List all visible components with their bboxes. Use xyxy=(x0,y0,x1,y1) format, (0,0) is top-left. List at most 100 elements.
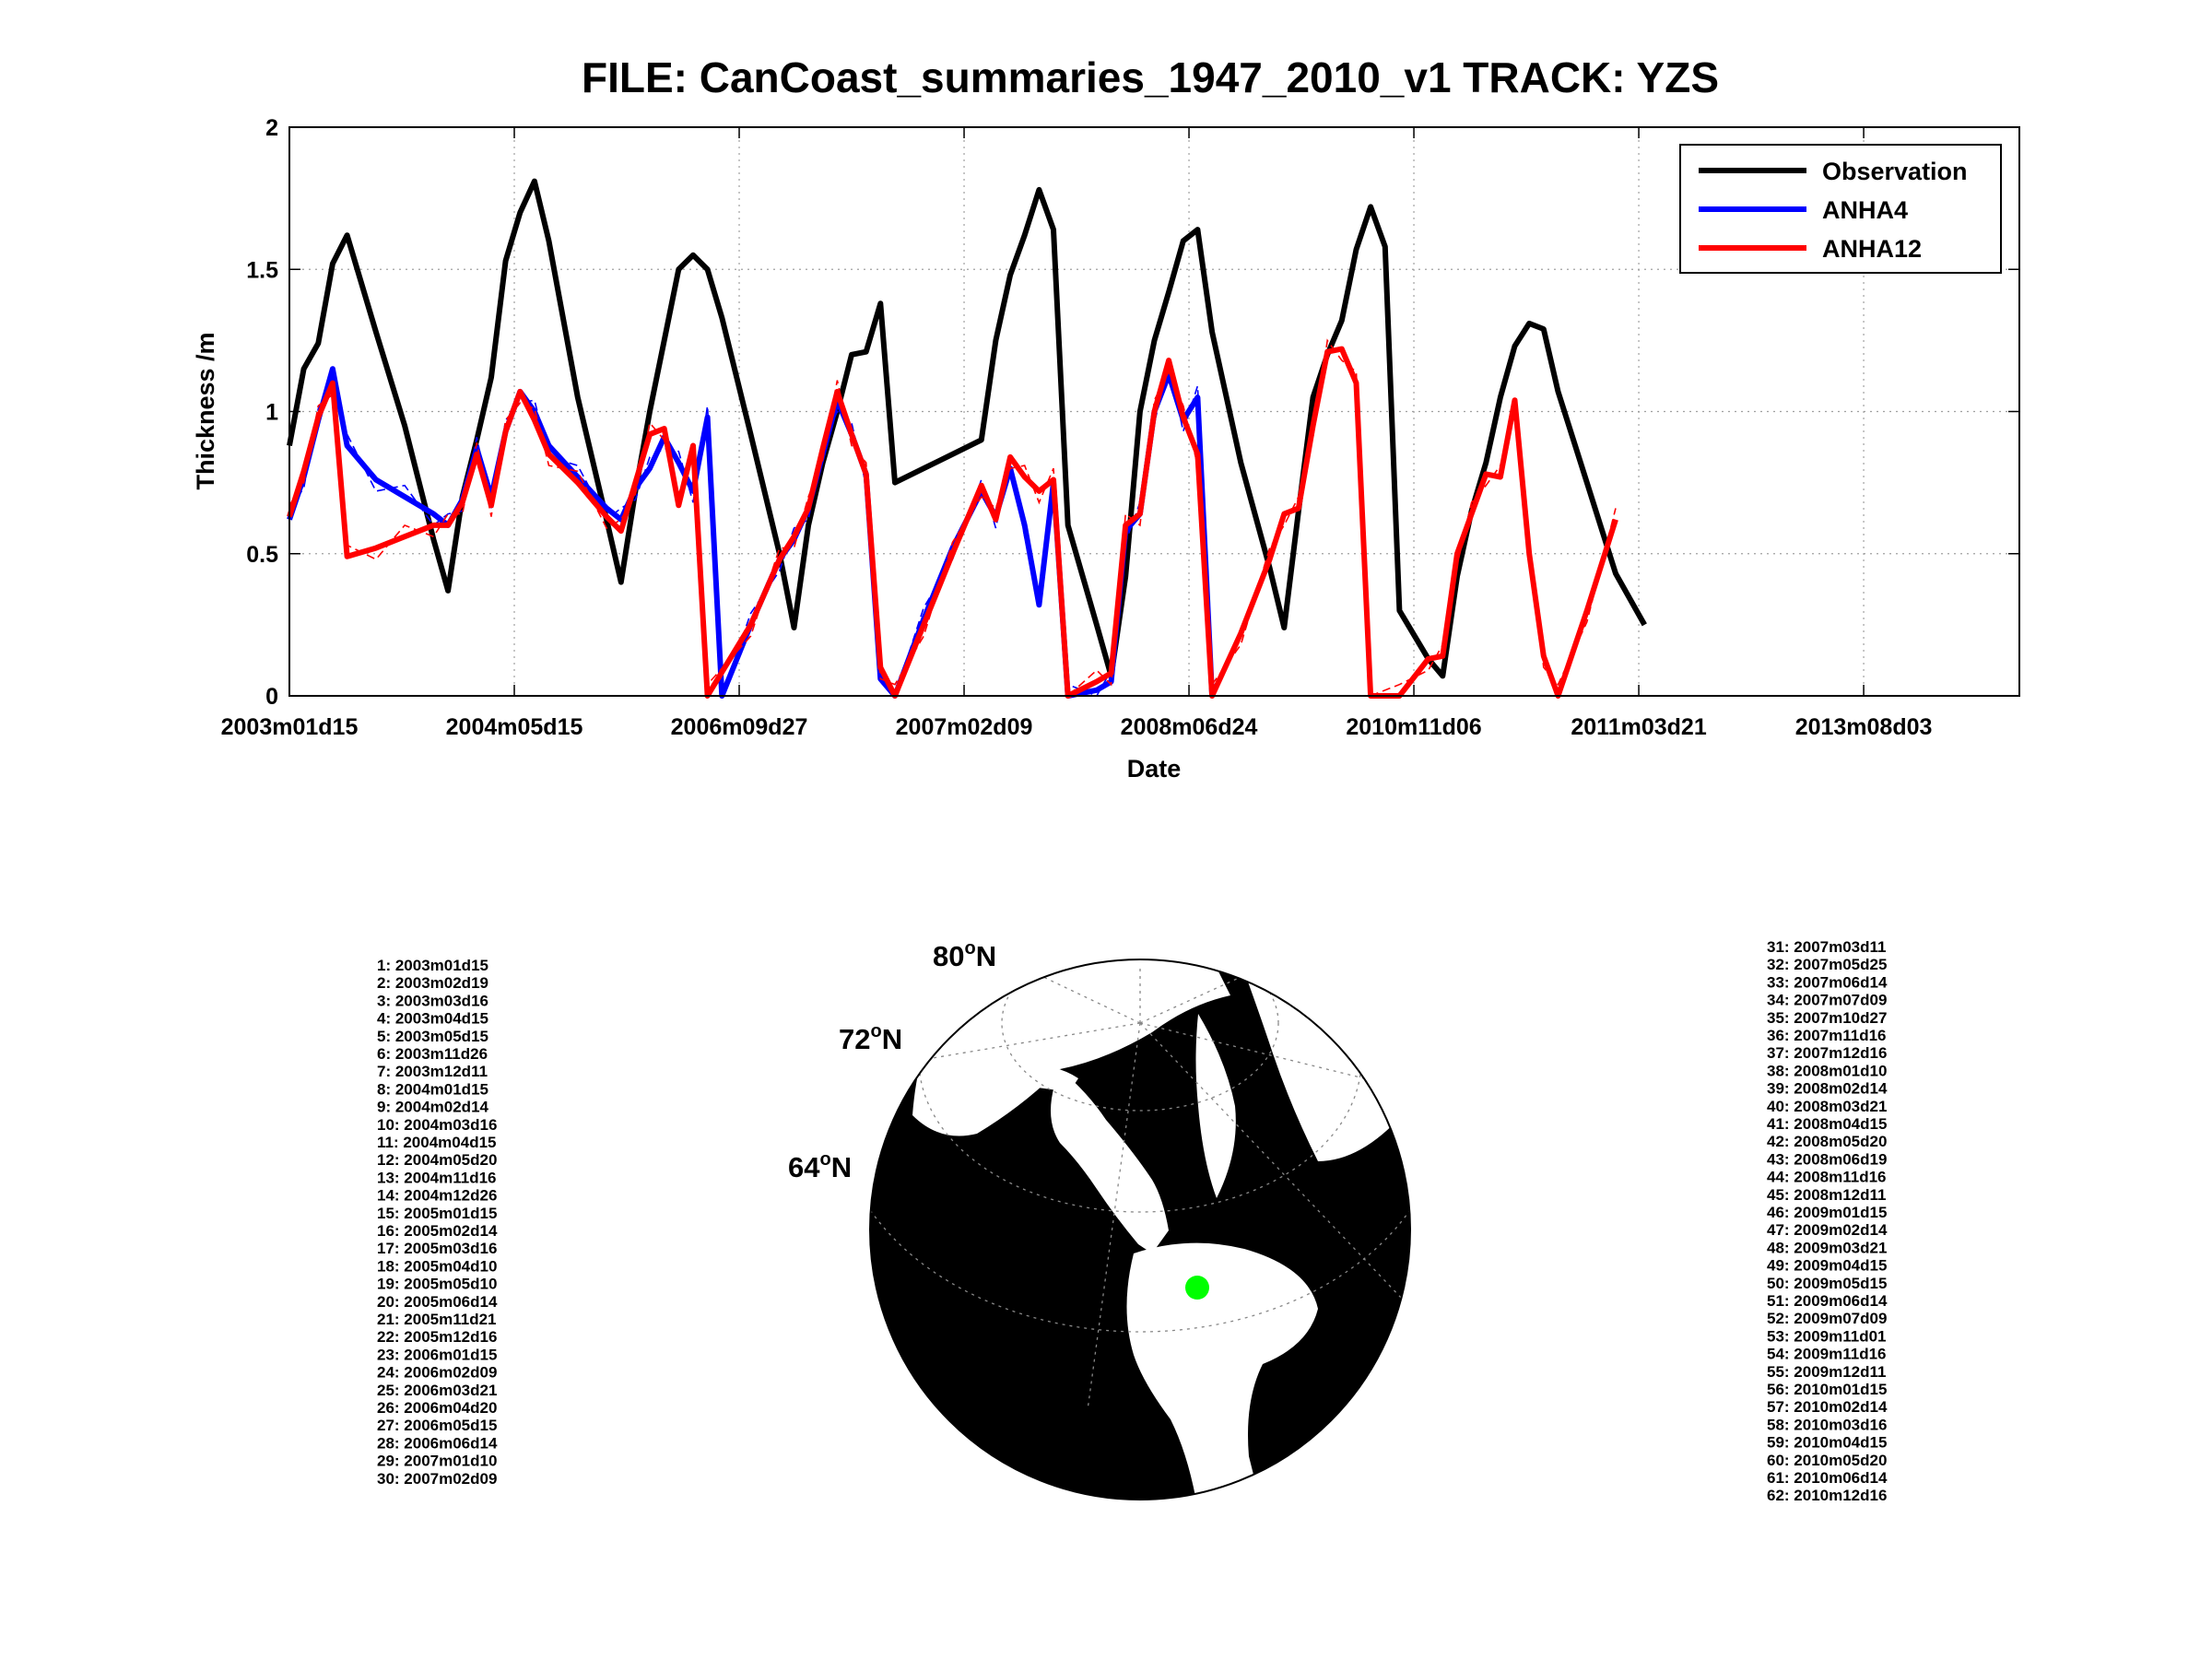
series-line-observation xyxy=(287,178,1647,679)
legend-label: ANHA4 xyxy=(1822,196,1908,224)
date-list-item: 55: 2009m12d11 xyxy=(1767,1363,1887,1381)
meridian-line xyxy=(1139,1022,1410,1337)
strait-detail xyxy=(1014,1065,1078,1092)
date-list-item: 1: 2003m01d15 xyxy=(377,957,488,974)
date-list-item: 35: 2007m10d27 xyxy=(1767,1009,1887,1027)
date-list-item: 4: 2003m04d15 xyxy=(377,1010,488,1028)
y-tick-label: 0.5 xyxy=(246,542,278,568)
date-list-item: 34: 2007m07d09 xyxy=(1767,992,1887,1009)
x-tick-label: 2008m06d24 xyxy=(1121,714,1258,740)
y-tick-label: 0 xyxy=(265,684,278,710)
date-list-item: 48: 2009m03d21 xyxy=(1767,1239,1887,1256)
date-list-item: 37: 2007m12d16 xyxy=(1767,1044,1887,1062)
latitude-labels: 80oN 72oN 64oN xyxy=(788,938,996,1183)
date-list-item: 57: 2010m02d14 xyxy=(1767,1398,1888,1416)
date-list-item: 40: 2008m03d21 xyxy=(1767,1098,1887,1115)
date-list-item: 52: 2009m07d09 xyxy=(1767,1310,1887,1327)
date-list-item: 36: 2007m11d16 xyxy=(1767,1027,1887,1044)
meridian-line xyxy=(921,1022,1141,1061)
date-list-item: 43: 2008m06d19 xyxy=(1767,1150,1887,1168)
date-list-item: 33: 2007m06d14 xyxy=(1767,973,1888,991)
x-tick-label: 2003m01d15 xyxy=(221,714,359,740)
y-tick-label: 2 xyxy=(265,115,278,141)
date-list-item: 44: 2008m11d16 xyxy=(1767,1169,1887,1186)
date-list-item: 60: 2010m05d20 xyxy=(1767,1452,1887,1469)
x-tick-label: 2007m02d09 xyxy=(896,714,1033,740)
legend-label: ANHA12 xyxy=(1822,235,1922,263)
thickness-chart: 2003m01d15 2004m05d15 2006m09d27 2007m02d09… xyxy=(192,115,2020,782)
date-list-item: 5: 2003m05d15 xyxy=(377,1028,488,1045)
x-tick-label: 2011m03d21 xyxy=(1571,714,1706,740)
date-list-item: 51: 2009m06d14 xyxy=(1767,1292,1888,1310)
x-axis-label: Date xyxy=(1127,755,1182,782)
date-list-item: 41: 2008m04d15 xyxy=(1767,1115,1887,1133)
station-marker xyxy=(1185,1276,1209,1300)
date-list-item: 2: 2003m02d19 xyxy=(377,974,488,992)
date-list-item: 22: 2005m12d16 xyxy=(377,1328,497,1346)
meridian-line xyxy=(1139,1022,1365,1079)
baffin-bay xyxy=(1195,1014,1236,1198)
date-list-item: 11: 2004m04d15 xyxy=(377,1134,497,1151)
date-list-item: 18: 2005m04d10 xyxy=(377,1257,497,1275)
date-list-item: 17: 2005m03d16 xyxy=(377,1240,497,1257)
axis-ticks: 2003m01d15 2004m05d15 2006m09d27 2007m02d09… xyxy=(221,115,2019,740)
date-list-item: 32: 2007m05d25 xyxy=(1767,956,1887,973)
date-list-item: 3: 2003m03d16 xyxy=(377,992,488,1009)
y-tick-label: 1 xyxy=(265,400,278,426)
date-list-item: 27: 2006m05d15 xyxy=(377,1417,497,1434)
date-list-item: 16: 2005m02d14 xyxy=(377,1222,498,1240)
chart-legend: Observation ANHA4 ANHA12 xyxy=(1679,144,2002,274)
date-list-item: 7: 2003m12d11 xyxy=(377,1063,488,1080)
date-list-item: 59: 2010m04d15 xyxy=(1767,1434,1887,1452)
date-list-item: 20: 2005m06d14 xyxy=(377,1293,498,1311)
date-list-item: 12: 2004m05d20 xyxy=(377,1151,497,1169)
x-tick-label: 2006m09d27 xyxy=(671,714,808,740)
date-list-item: 9: 2004m02d14 xyxy=(377,1099,489,1116)
date-list-item: 19: 2005m05d10 xyxy=(377,1276,497,1293)
date-list-item: 31: 2007m03d11 xyxy=(1767,938,1887,956)
date-list-item: 26: 2006m04d20 xyxy=(377,1399,497,1417)
date-list-item: 10: 2004m03d16 xyxy=(377,1116,497,1134)
date-list-item: 25: 2006m03d21 xyxy=(377,1382,497,1399)
x-tick-label: 2013m08d03 xyxy=(1795,714,1933,740)
y-axis-label: Thickness /m xyxy=(192,332,219,489)
latitude-label: 80oN xyxy=(933,938,996,972)
date-list-item: 23: 2006m01d15 xyxy=(377,1346,497,1363)
date-list-item: 29: 2007m01d10 xyxy=(377,1453,497,1470)
date-list-item: 45: 2008m12d11 xyxy=(1767,1186,1887,1204)
date-list-item: 13: 2004m11d16 xyxy=(377,1169,497,1186)
date-list-item: 53: 2009m11d01 xyxy=(1767,1327,1887,1345)
date-list-item: 6: 2003m11d26 xyxy=(377,1045,488,1063)
latitude-label: 64oN xyxy=(788,1149,852,1183)
date-list-item: 24: 2006m02d09 xyxy=(377,1364,497,1382)
date-list-item: 46: 2009m01d15 xyxy=(1767,1204,1887,1221)
graticule-80n xyxy=(1001,959,1279,1112)
date-list-item: 30: 2007m02d09 xyxy=(377,1470,497,1488)
date-list-item: 49: 2009m04d15 xyxy=(1767,1257,1887,1275)
meridian-line xyxy=(1004,959,1141,1024)
date-list-item: 58: 2010m03d16 xyxy=(1767,1416,1887,1433)
date-list-item: 15: 2005m01d15 xyxy=(377,1205,497,1222)
date-list-item: 54: 2009m11d16 xyxy=(1767,1346,1887,1363)
date-list-item: 50: 2009m05d15 xyxy=(1767,1275,1887,1292)
date-list-item: 8: 2004m01d15 xyxy=(377,1080,488,1098)
latitude-label: 72oN xyxy=(839,1021,902,1055)
date-list-item: 14: 2004m12d26 xyxy=(377,1187,497,1205)
meridian-line xyxy=(1087,1022,1141,1411)
date-list-item: 28: 2006m06d14 xyxy=(377,1434,498,1452)
date-list-item: 38: 2008m01d10 xyxy=(1767,1062,1887,1079)
x-tick-label: 2004m05d15 xyxy=(446,714,583,740)
date-list-item: 21: 2005m11d21 xyxy=(377,1311,497,1328)
legend-label: Observation xyxy=(1822,158,1968,185)
figure-title: FILE: CanCoast_summaries_1947_2010_v1 TR… xyxy=(582,53,1719,101)
date-list-item: 62: 2010m12d16 xyxy=(1767,1487,1887,1504)
date-list-item: 39: 2008m02d14 xyxy=(1767,1080,1888,1098)
y-tick-label: 1.5 xyxy=(246,257,278,283)
series-layer xyxy=(287,178,1647,699)
x-tick-label: 2010m11d06 xyxy=(1346,714,1481,740)
date-list-item: 47: 2009m02d14 xyxy=(1767,1221,1888,1239)
hudson-bay xyxy=(1126,1242,1318,1500)
